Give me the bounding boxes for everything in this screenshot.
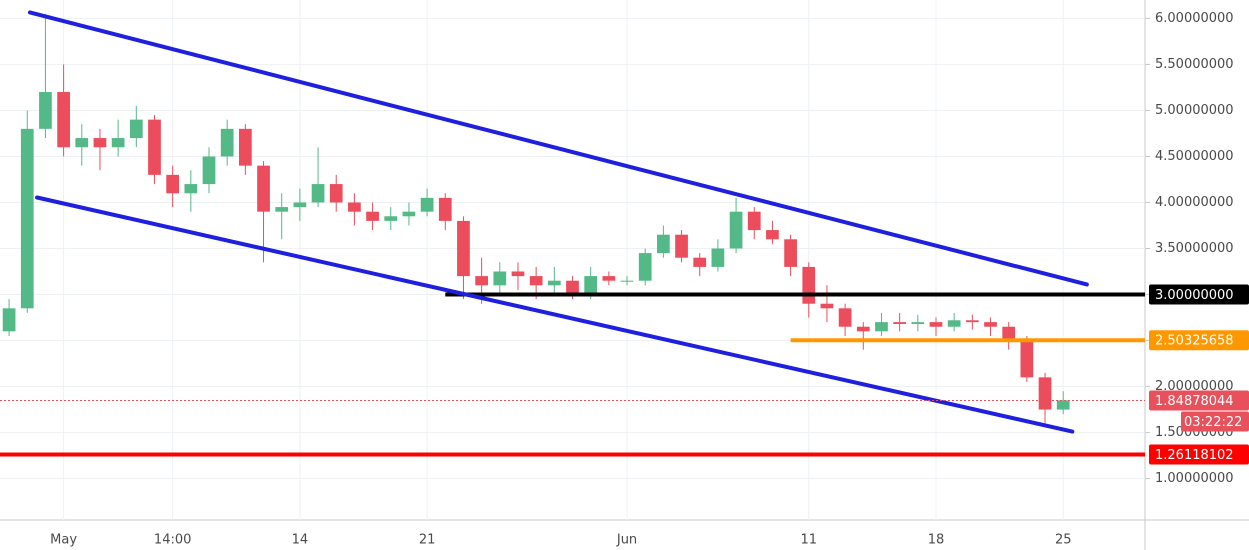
trend-line xyxy=(35,195,1075,434)
y-tick-label: 3.50000000 xyxy=(1155,241,1234,256)
candle-body xyxy=(711,248,725,267)
y-tick-label: 5.50000000 xyxy=(1155,57,1234,72)
x-tick-label: 25 xyxy=(1055,533,1072,548)
candle-body xyxy=(475,276,488,286)
candle-body xyxy=(111,138,125,148)
candle-body xyxy=(620,280,634,282)
y-tick-label: 4.50000000 xyxy=(1155,149,1234,164)
candle-body xyxy=(638,253,652,281)
level-badge-text: 1.26118102 xyxy=(1155,448,1234,463)
candle-body xyxy=(238,128,252,166)
level-badge-text: 2.50325658 xyxy=(1155,334,1234,349)
candle-body xyxy=(1002,326,1016,341)
candle-body xyxy=(384,216,398,221)
candle-body xyxy=(148,119,161,175)
candle-body xyxy=(39,92,52,129)
candle-body xyxy=(129,119,143,139)
candle-body xyxy=(257,165,270,212)
candle-body xyxy=(529,276,543,286)
candle-body xyxy=(75,138,89,148)
candle-body xyxy=(57,92,70,148)
candle-body xyxy=(657,234,670,254)
candle-body xyxy=(911,322,925,324)
y-tick-label: 2.00000000 xyxy=(1155,379,1234,394)
candle-body xyxy=(93,138,107,148)
x-tick-label: May xyxy=(50,533,77,548)
candle-body xyxy=(493,271,507,286)
candle-body xyxy=(547,280,561,286)
candle-body xyxy=(348,202,361,212)
candle-body xyxy=(275,207,289,212)
candle-body xyxy=(511,271,525,277)
trend-line xyxy=(27,10,1089,287)
candle-body xyxy=(566,280,579,295)
level-badge xyxy=(1149,444,1249,465)
candle-body xyxy=(747,211,761,231)
x-tick-label: 14:00 xyxy=(154,533,191,548)
candle-body xyxy=(457,220,470,277)
candle-body xyxy=(784,239,797,267)
candle-body xyxy=(311,184,325,203)
x-tick-label: 14 xyxy=(292,533,309,548)
candle-body xyxy=(856,326,870,332)
candle-body xyxy=(893,322,907,324)
candle-body xyxy=(184,184,198,194)
candle-body xyxy=(293,202,307,208)
y-tick-label: 6.00000000 xyxy=(1155,11,1234,26)
candle-body xyxy=(875,322,888,332)
candle-body xyxy=(838,308,852,327)
level-badge xyxy=(1149,330,1249,351)
candle-body xyxy=(584,276,598,295)
x-tick-label: 11 xyxy=(800,533,817,548)
candle-body xyxy=(766,230,779,240)
current-price-badge-text: 1.84878044 xyxy=(1155,394,1234,409)
candle-body xyxy=(965,320,979,323)
candle-body xyxy=(929,322,943,327)
candle-body xyxy=(402,211,416,217)
candle-body xyxy=(675,234,688,258)
candle-body xyxy=(202,156,216,185)
candle-body xyxy=(729,211,743,249)
x-tick-label: 21 xyxy=(419,533,436,548)
candle-body xyxy=(220,128,234,157)
candle-body xyxy=(20,128,34,309)
candle-body xyxy=(947,320,961,327)
candle-body xyxy=(602,276,616,281)
candle-body xyxy=(329,184,343,203)
candle-body xyxy=(438,197,452,221)
level-badge-text: 3.00000000 xyxy=(1155,288,1234,303)
level-badge xyxy=(1149,284,1249,305)
candle-body xyxy=(1020,340,1034,378)
y-tick-label: 5.00000000 xyxy=(1155,103,1234,118)
candle-body xyxy=(1056,400,1070,410)
candle-body xyxy=(420,197,434,212)
x-tick-label: 18 xyxy=(928,533,945,548)
candle-body xyxy=(984,322,997,327)
candle-body xyxy=(820,303,834,309)
x-tick-label: Jun xyxy=(616,533,637,548)
candle-body xyxy=(2,308,16,332)
current-price-badge xyxy=(1149,390,1249,411)
countdown-text: 03:22:22 xyxy=(1184,415,1242,430)
y-tick-label: 4.00000000 xyxy=(1155,195,1234,210)
candle-body xyxy=(366,211,379,221)
candle-body xyxy=(693,257,707,267)
candle-body xyxy=(1038,377,1052,410)
y-tick-label: 1.00000000 xyxy=(1155,471,1234,486)
candle-body xyxy=(166,174,180,194)
countdown-badge xyxy=(1181,411,1249,432)
candle-body xyxy=(802,266,816,304)
